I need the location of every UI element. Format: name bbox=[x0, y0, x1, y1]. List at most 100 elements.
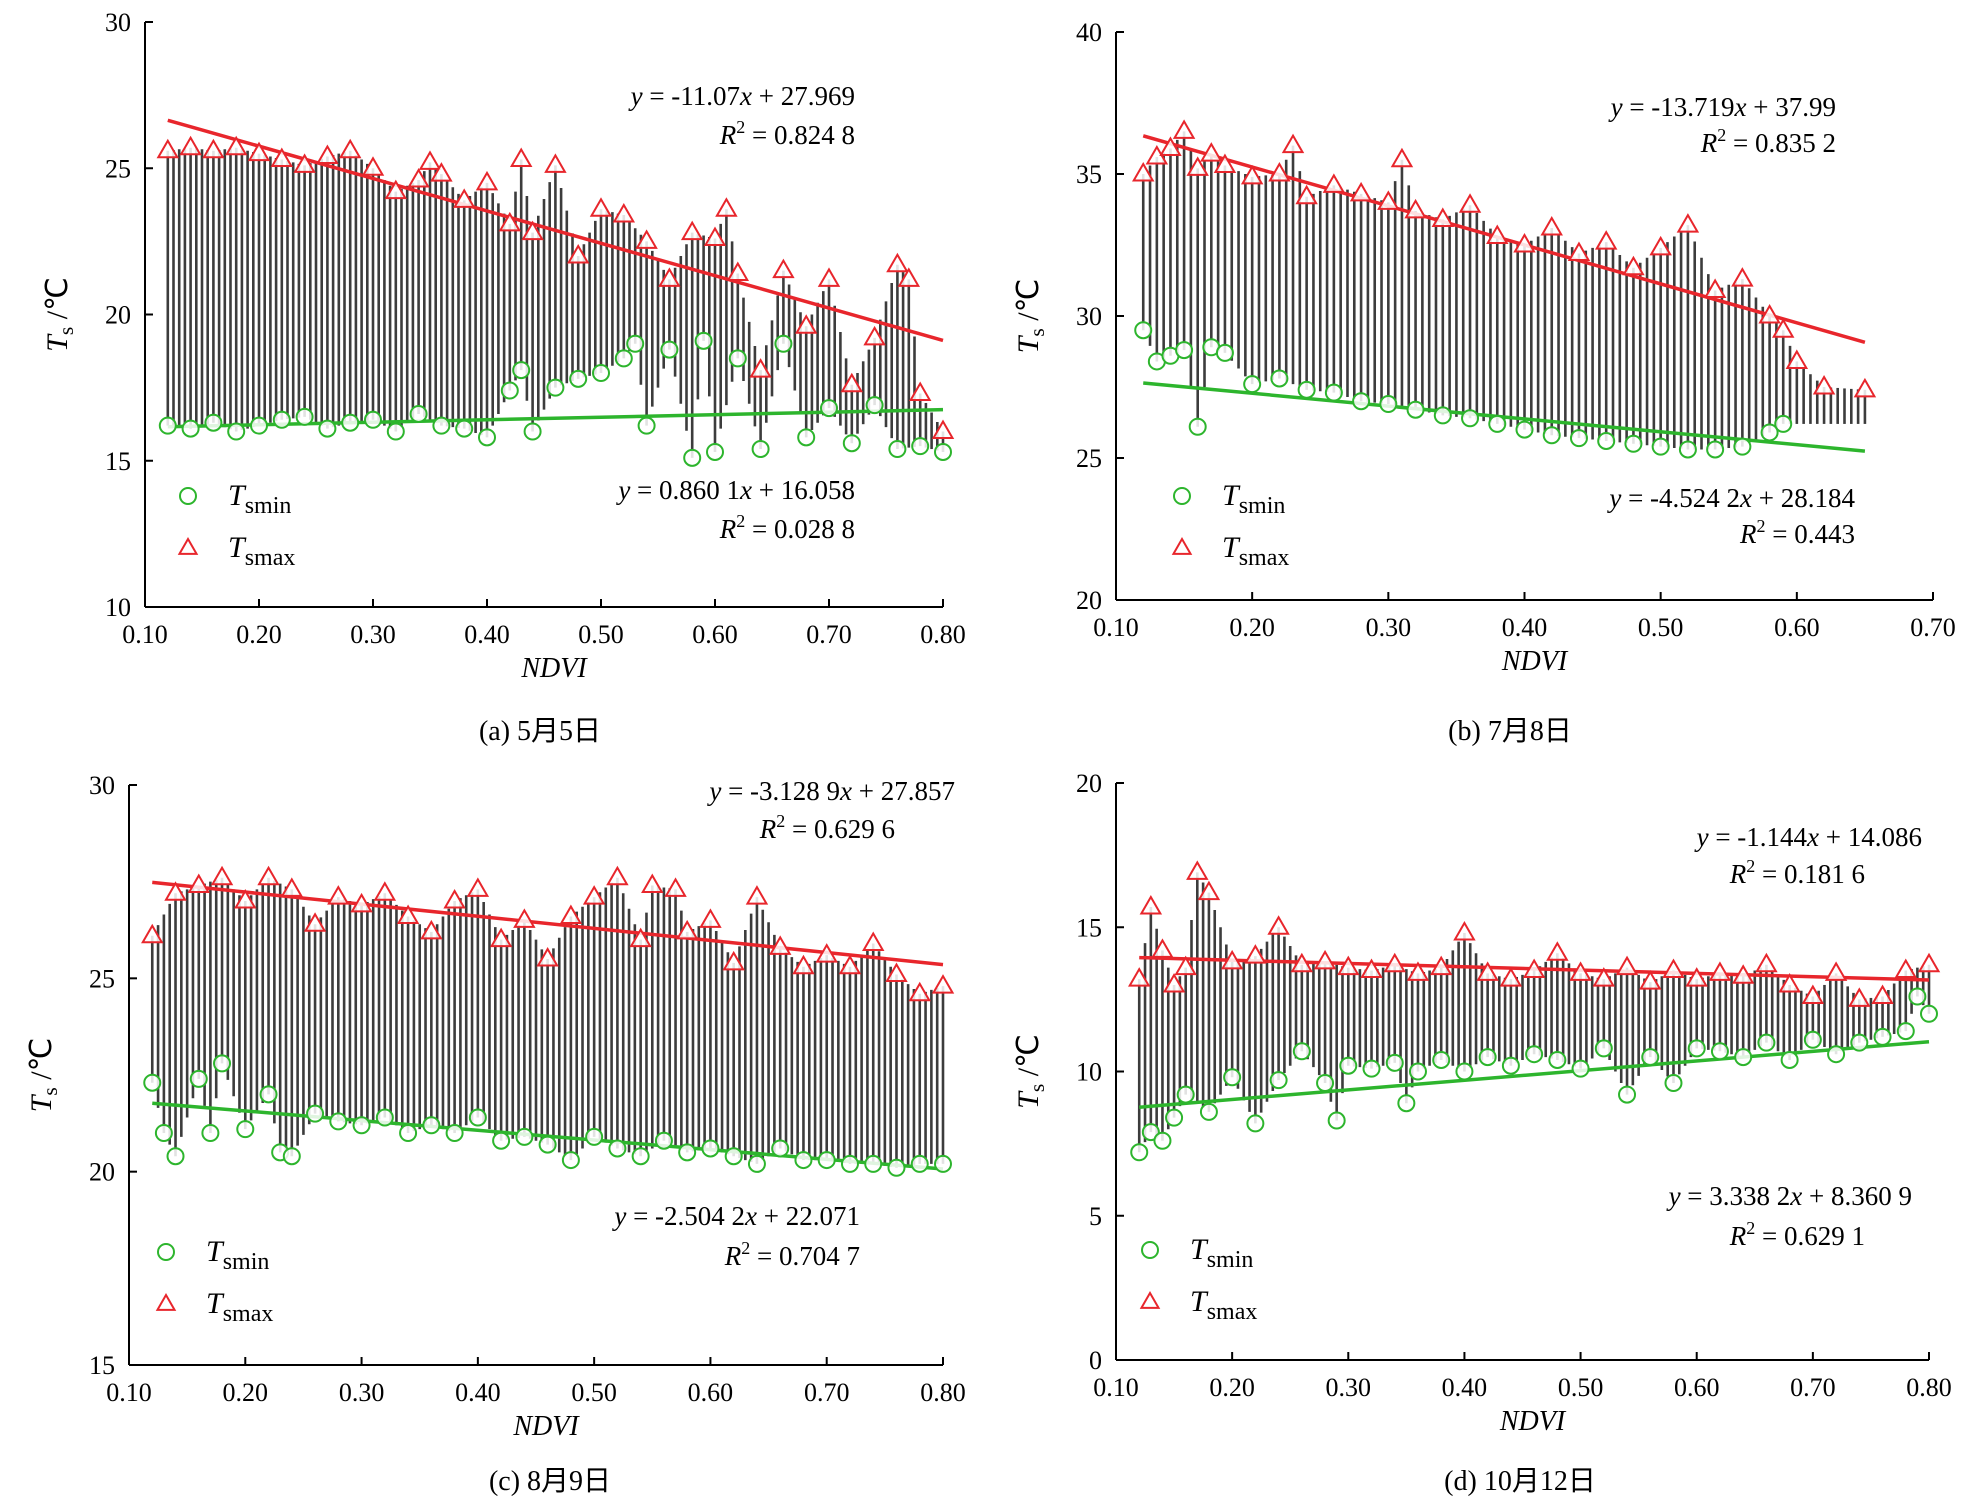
equation-tsmax: y = -13.719x + 37.99 bbox=[1608, 92, 1836, 122]
equation-tsmax: y = -3.128 9x + 27.857 bbox=[706, 776, 955, 806]
point-tsmax bbox=[641, 873, 664, 894]
legend-tsmin-marker bbox=[1141, 1241, 1159, 1259]
x-tick-label: 0.80 bbox=[920, 1378, 966, 1407]
point-tsmin bbox=[1827, 1045, 1846, 1064]
point-tsmin bbox=[1432, 1050, 1451, 1069]
point-tsmax bbox=[327, 885, 350, 905]
point-tsmin bbox=[201, 1124, 220, 1142]
y-tick-label: 25 bbox=[105, 154, 131, 183]
x-tick-label: 0.40 bbox=[1502, 613, 1548, 642]
series-tsmax bbox=[141, 865, 955, 1002]
point-tsmax bbox=[699, 908, 722, 928]
point-tsmin bbox=[1571, 1059, 1590, 1078]
point-tsmax bbox=[1513, 232, 1536, 253]
point-tsmin bbox=[1525, 1045, 1544, 1064]
x-tick-label: 0.20 bbox=[1209, 1373, 1255, 1402]
x-tick-label: 0.60 bbox=[692, 620, 738, 649]
point-tsmin bbox=[1269, 1071, 1288, 1090]
point-tsmin bbox=[478, 428, 496, 447]
x-axis-label: NDVI bbox=[520, 653, 588, 684]
point-tsmin bbox=[683, 448, 702, 467]
equation-tsmin: y = 3.338 2x + 8.360 9 bbox=[1666, 1181, 1912, 1211]
point-tsmin bbox=[492, 1131, 511, 1150]
point-tsmax bbox=[224, 135, 248, 156]
point-tsmax bbox=[1172, 119, 1196, 139]
point-tsmax bbox=[1592, 967, 1616, 987]
panel-b: 20 25 30 35 40 0.10 0.20 0.30 0.40 0.50 0.60 0.70 ND… bbox=[1012, 18, 1956, 747]
x-axis-label: NDVI bbox=[512, 1411, 580, 1442]
point-tsmax bbox=[658, 267, 681, 287]
legend-tsmax-marker bbox=[155, 1292, 177, 1311]
legend-label: Tsmax bbox=[1222, 531, 1289, 571]
point-tsmax bbox=[1337, 955, 1360, 976]
point-tsmin bbox=[386, 422, 405, 441]
point-tsmax bbox=[1476, 961, 1499, 981]
point-tsmin bbox=[888, 440, 907, 459]
point-tsmin bbox=[569, 369, 588, 388]
point-tsmin bbox=[1542, 426, 1561, 445]
panel-caption: (a) 5月5日 bbox=[479, 716, 601, 747]
y-tick-label: 30 bbox=[1076, 302, 1102, 331]
point-tsmax bbox=[908, 381, 932, 401]
point-tsmin bbox=[166, 1147, 185, 1166]
point-tsmin bbox=[1327, 1111, 1346, 1130]
x-tick-label: 0.20 bbox=[236, 620, 282, 649]
point-tsmin bbox=[660, 340, 679, 359]
r2-tsmin: R2 = 0.704 7 bbox=[724, 1238, 860, 1271]
point-tsmax bbox=[536, 946, 559, 967]
point-tsmin bbox=[1710, 1042, 1729, 1061]
point-tsmax bbox=[234, 888, 257, 909]
point-tsmax bbox=[559, 904, 583, 924]
point-tsmin bbox=[1478, 1048, 1497, 1067]
point-tsmin bbox=[1397, 1094, 1416, 1113]
data-band bbox=[150, 877, 945, 1168]
x-tick-label: 0.70 bbox=[806, 620, 852, 649]
equation-tsmin: y = -2.504 2x + 22.071 bbox=[611, 1201, 860, 1231]
point-tsmax bbox=[589, 197, 613, 217]
x-tick-label: 0.20 bbox=[1229, 613, 1275, 642]
point-tsmax bbox=[1295, 184, 1318, 205]
point-tsmax bbox=[680, 220, 704, 241]
legend: Tsmin Tsmax bbox=[1171, 479, 1289, 571]
y-tick-label: 10 bbox=[1076, 1058, 1102, 1087]
point-tsmin bbox=[706, 442, 724, 461]
equation-tsmin: y = -4.524 2x + 28.184 bbox=[1606, 483, 1855, 513]
equation-tsmax: y = -1.144x + 14.086 bbox=[1694, 822, 1922, 852]
x-tick-label: 0.20 bbox=[223, 1378, 269, 1407]
point-tsmin bbox=[352, 1116, 371, 1135]
point-tsmax bbox=[794, 314, 818, 334]
point-tsmax bbox=[141, 923, 164, 944]
point-tsmax bbox=[1569, 961, 1592, 981]
point-tsmin bbox=[1908, 987, 1927, 1006]
point-tsmin bbox=[934, 1154, 952, 1173]
point-tsmax bbox=[815, 943, 838, 963]
point-tsmax bbox=[187, 873, 211, 894]
point-tsmax bbox=[1429, 955, 1453, 976]
point-tsmax bbox=[202, 138, 225, 159]
equation-tsmin: y = 0.860 1x + 16.058 bbox=[615, 475, 855, 505]
point-tsmax bbox=[897, 267, 921, 287]
point-tsmax bbox=[1812, 374, 1836, 395]
point-tsmin bbox=[1569, 429, 1588, 448]
point-tsmin bbox=[1774, 414, 1793, 433]
point-tsmin bbox=[409, 404, 428, 423]
point-tsmax bbox=[629, 927, 652, 948]
point-tsmax bbox=[1622, 255, 1645, 276]
point-tsmin bbox=[910, 1154, 929, 1173]
point-tsmax bbox=[1322, 173, 1346, 193]
point-tsmax bbox=[361, 156, 385, 176]
point-tsmax bbox=[840, 372, 864, 393]
x-tick-label: 0.50 bbox=[571, 1378, 617, 1407]
point-tsmin bbox=[1873, 1027, 1892, 1046]
legend-tsmax-marker bbox=[177, 536, 199, 555]
y-tick-label: 25 bbox=[1076, 444, 1102, 473]
data-band bbox=[166, 147, 945, 458]
point-tsmin bbox=[272, 410, 291, 429]
x-tick-label: 0.40 bbox=[1442, 1373, 1488, 1402]
point-tsmax bbox=[1313, 949, 1337, 970]
point-tsmin bbox=[1687, 1039, 1706, 1058]
point-tsmin bbox=[445, 1124, 464, 1142]
x-tick-label: 0.40 bbox=[464, 620, 510, 649]
point-tsmax bbox=[1139, 895, 1163, 915]
point-tsmin bbox=[864, 1154, 883, 1173]
